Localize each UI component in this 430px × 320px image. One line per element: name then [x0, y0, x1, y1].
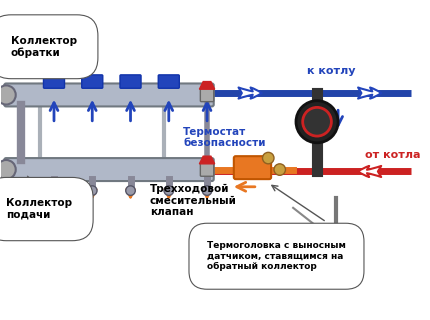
- Circle shape: [0, 85, 16, 105]
- FancyBboxPatch shape: [158, 75, 179, 88]
- Circle shape: [202, 186, 212, 196]
- Circle shape: [320, 225, 343, 248]
- Text: Коллектор
подачи: Коллектор подачи: [6, 198, 72, 220]
- FancyBboxPatch shape: [200, 88, 214, 102]
- Circle shape: [164, 186, 174, 196]
- Circle shape: [87, 186, 97, 196]
- Text: Термоголовка с выносным
датчиком, ставящимся на
обратный коллектор: Термоголовка с выносным датчиком, ставящ…: [207, 241, 346, 271]
- FancyBboxPatch shape: [4, 84, 214, 107]
- Text: к котлу: к котлу: [307, 66, 355, 76]
- Circle shape: [296, 101, 338, 143]
- Circle shape: [0, 160, 16, 179]
- Circle shape: [49, 186, 59, 196]
- FancyBboxPatch shape: [43, 75, 64, 88]
- Text: Коллектор
обратки: Коллектор обратки: [11, 36, 77, 58]
- Circle shape: [303, 108, 332, 136]
- FancyBboxPatch shape: [120, 75, 141, 88]
- FancyBboxPatch shape: [200, 163, 214, 176]
- FancyBboxPatch shape: [4, 158, 214, 181]
- Polygon shape: [200, 82, 215, 89]
- Circle shape: [126, 186, 135, 196]
- Text: Трехходовой
смесительный
клапан: Трехходовой смесительный клапан: [150, 184, 236, 217]
- Text: от котла: от котла: [365, 150, 421, 160]
- Text: Термостат
безопасности: Термостат безопасности: [183, 126, 266, 148]
- Circle shape: [262, 152, 274, 164]
- FancyBboxPatch shape: [82, 75, 103, 88]
- Circle shape: [274, 164, 286, 175]
- Polygon shape: [200, 156, 215, 164]
- FancyBboxPatch shape: [234, 156, 271, 179]
